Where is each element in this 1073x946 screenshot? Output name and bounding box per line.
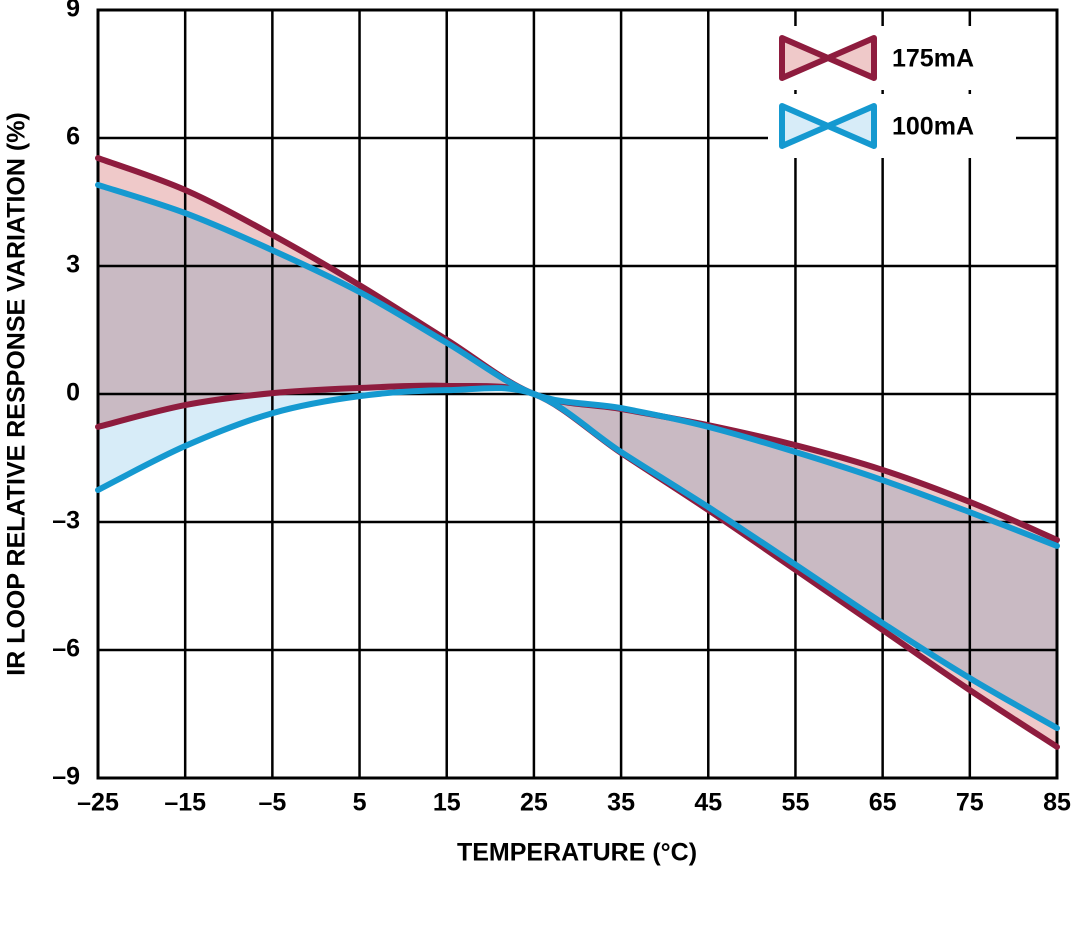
x-tick-label: –5 xyxy=(258,789,286,817)
x-tick-label: –15 xyxy=(164,789,206,817)
x-tick-label: 55 xyxy=(782,789,810,817)
legend-entry: 175mA xyxy=(768,26,1016,90)
band-area xyxy=(98,184,1057,729)
y-tick-label: 0 xyxy=(66,379,80,407)
y-tick-label: –3 xyxy=(52,507,80,535)
x-tick-label: 85 xyxy=(1043,789,1071,817)
y-tick-label: –6 xyxy=(52,635,80,663)
x-tick-label: 75 xyxy=(956,789,984,817)
legend-label: 175mA xyxy=(892,45,974,73)
legend-label: 100mA xyxy=(892,113,974,141)
x-tick-label: 15 xyxy=(433,789,461,817)
x-tick-label: 65 xyxy=(869,789,897,817)
legend-entry: 100mA xyxy=(768,94,1016,158)
y-tick-label: 3 xyxy=(66,251,80,279)
y-tick-label: 9 xyxy=(66,0,80,23)
x-tick-label: 45 xyxy=(694,789,722,817)
line-lower xyxy=(95,385,1060,732)
legend-icon xyxy=(779,35,877,81)
x-tick-label: 35 xyxy=(607,789,635,817)
y-axis-title: IR LOOP RELATIVE RESPONSE VARIATION (%) xyxy=(3,112,31,675)
x-axis-title: TEMPERATURE (°C) xyxy=(457,839,697,867)
legend-icon xyxy=(779,103,877,149)
y-tick-label: –9 xyxy=(52,763,80,791)
x-tick-label: –25 xyxy=(77,789,119,817)
y-tick-label: 6 xyxy=(66,123,80,151)
x-tick-label: 25 xyxy=(520,789,548,817)
x-tick-label: 5 xyxy=(353,789,367,817)
line-upper xyxy=(95,181,1060,549)
plot-frame xyxy=(96,8,1059,780)
